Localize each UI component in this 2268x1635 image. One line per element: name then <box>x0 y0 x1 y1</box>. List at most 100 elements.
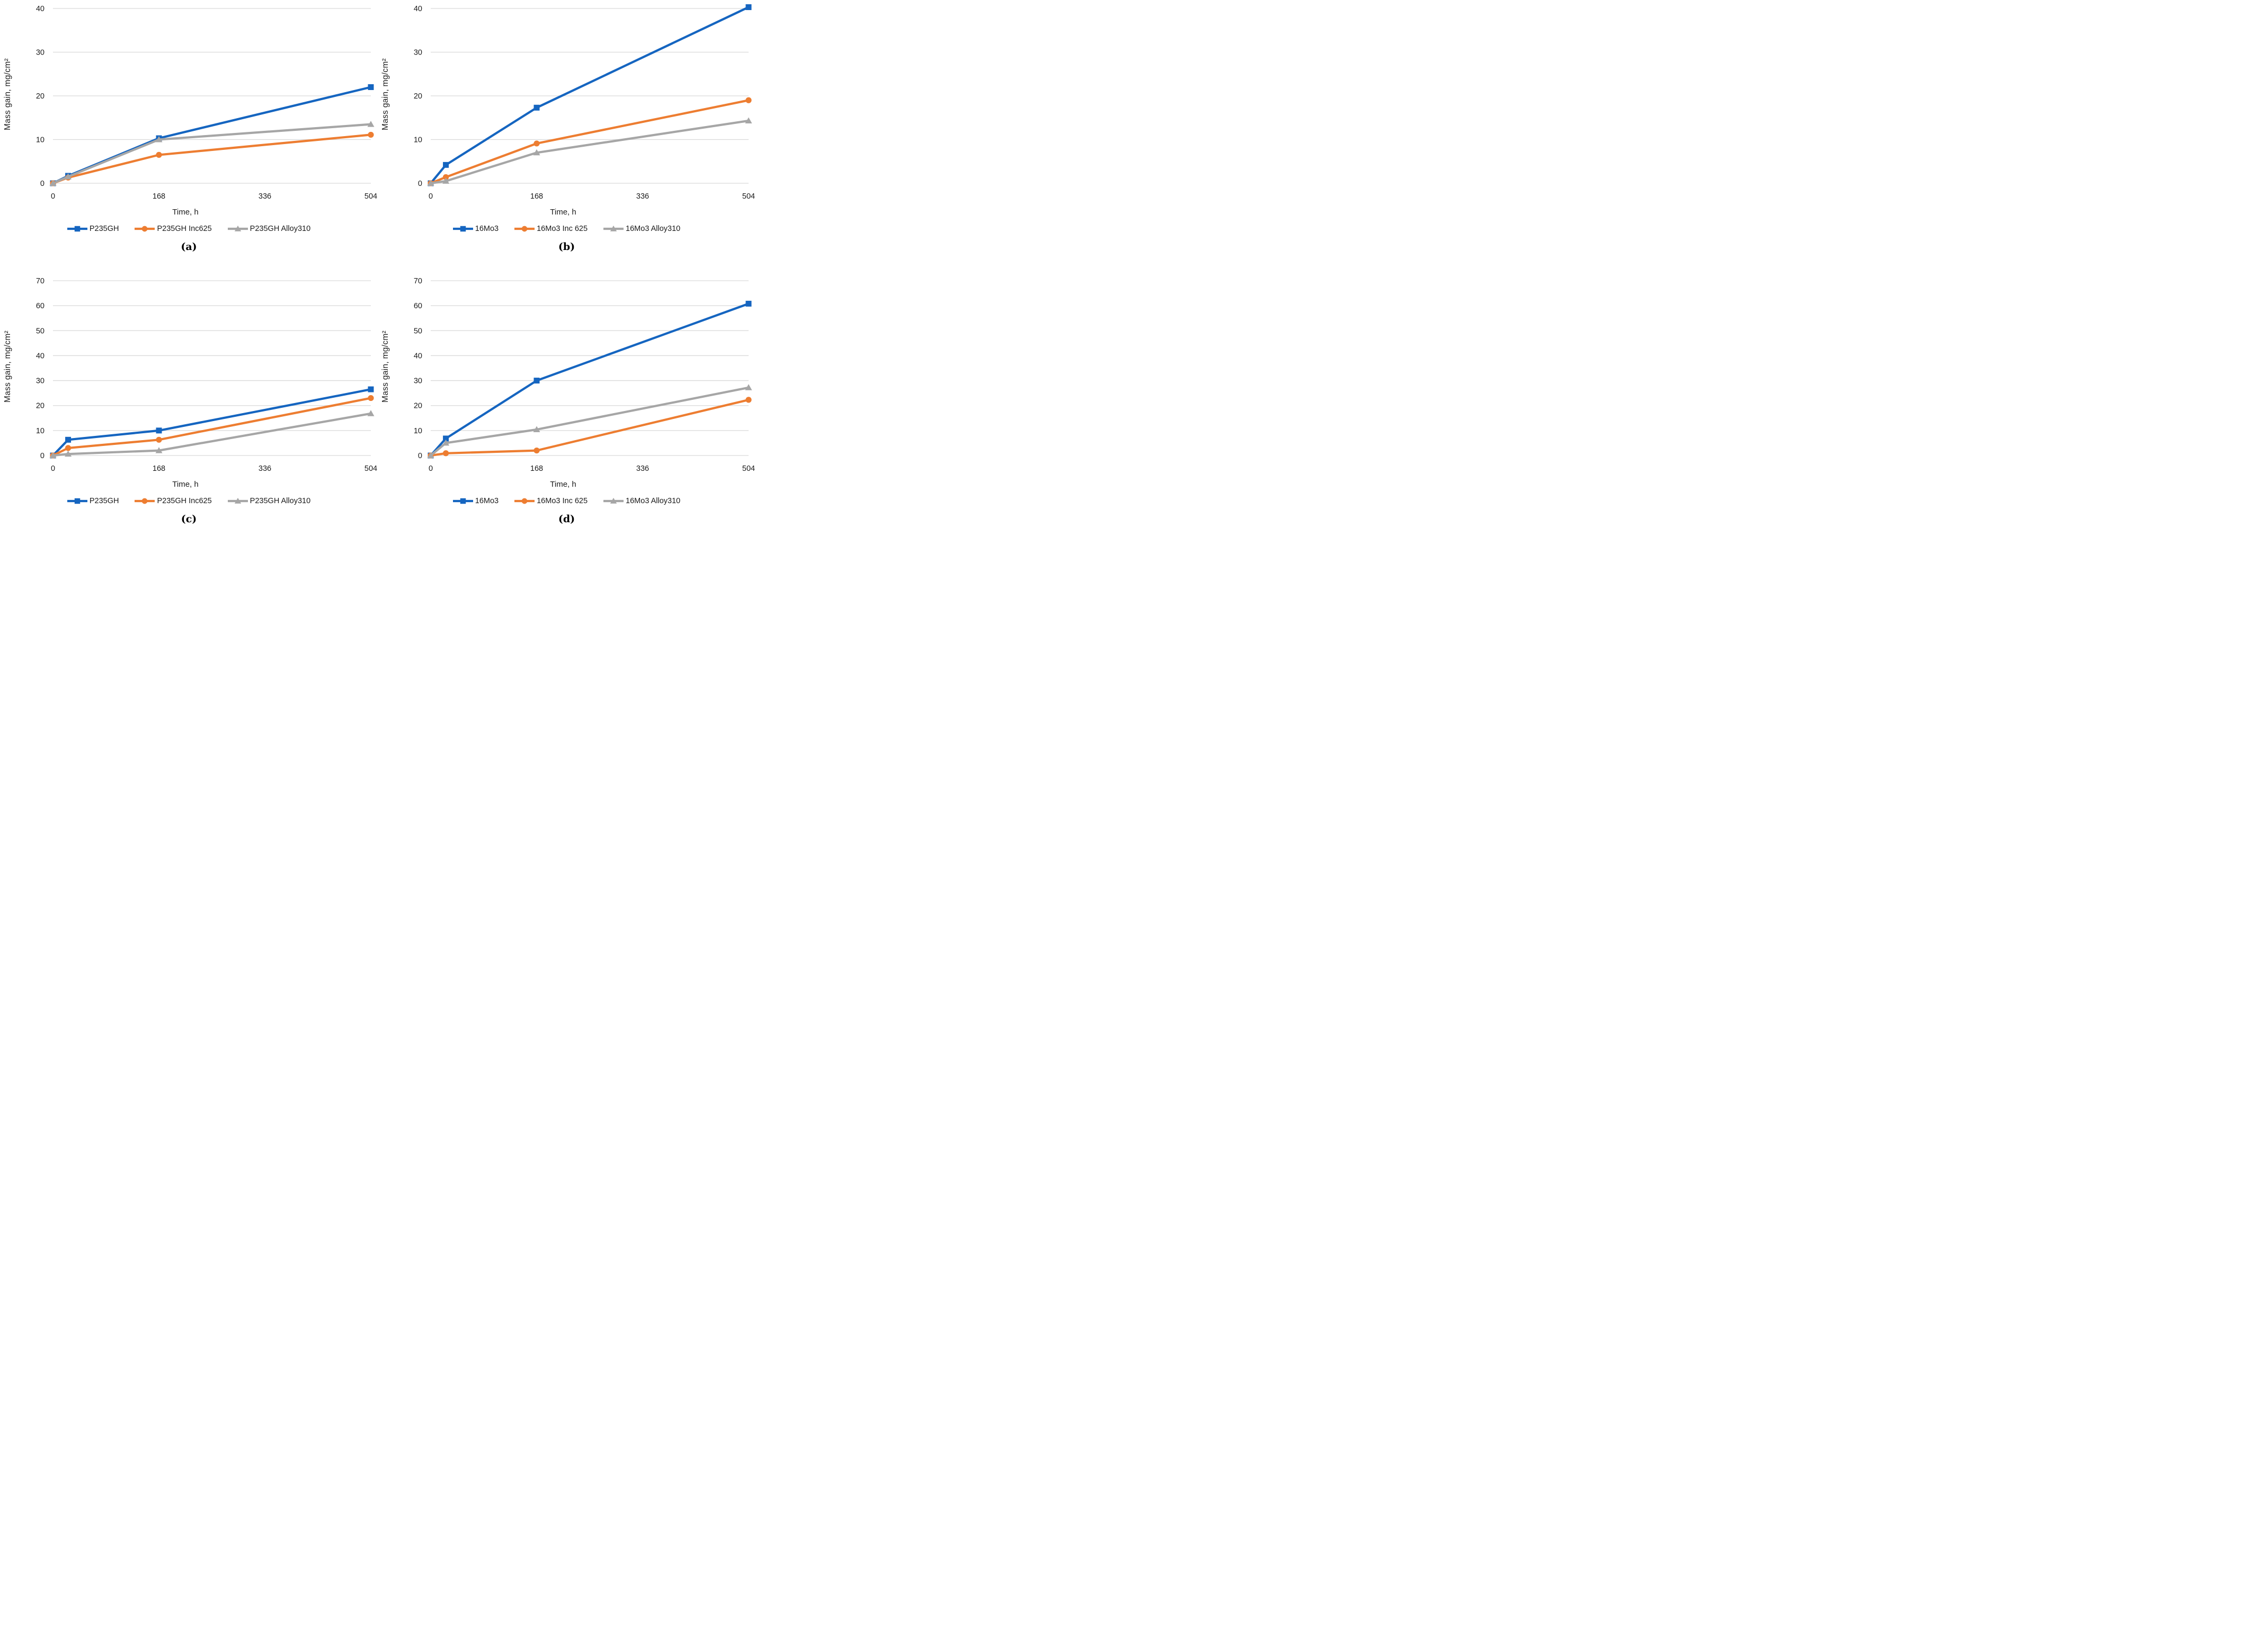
panel-caption: (b) <box>378 241 755 253</box>
svg-text:20: 20 <box>36 92 45 101</box>
legend-marker-circle-icon <box>514 226 535 232</box>
line-plot-c: 0 10 20 30 40 50 60 70 0 168 336 504 <box>36 277 377 473</box>
y-axis-label: Mass gain, mg/cm² <box>381 330 390 403</box>
chart-area-b: Mass gain, mg/cm² 0 10 20 30 40 0 168 336 504 <box>378 0 755 208</box>
caption-letter: (d) <box>558 513 575 525</box>
legend-item: P235GH <box>67 497 119 505</box>
x-axis-label: Time, h <box>550 208 576 217</box>
chart-area-c: Mass gain, mg/cm² 0 10 20 30 40 50 60 70 0 168 336… <box>0 272 378 480</box>
legend-label: 16Mo3 Alloy310 <box>626 225 681 233</box>
legend-label: 16Mo3 Inc 625 <box>537 497 588 505</box>
y-axis-label: Mass gain, mg/cm² <box>3 330 12 403</box>
legend-item: P235GH Alloy310 <box>227 497 311 505</box>
legend-marker-square-icon <box>452 498 473 504</box>
line-plot-b: 0 10 20 30 40 0 168 336 504 <box>414 4 755 201</box>
legend-marker-square-icon <box>67 226 87 232</box>
svg-text:336: 336 <box>636 464 649 473</box>
legend-label: 16Mo3 Inc 625 <box>537 225 588 233</box>
legend-item: 16Mo3 <box>452 225 499 233</box>
svg-text:40: 40 <box>36 352 45 360</box>
svg-text:504: 504 <box>742 192 755 201</box>
svg-text:0: 0 <box>429 464 433 473</box>
svg-text:0: 0 <box>51 192 55 201</box>
svg-text:40: 40 <box>414 5 422 13</box>
legend-marker-circle-icon <box>135 226 155 232</box>
svg-text:20: 20 <box>414 92 422 101</box>
svg-text:10: 10 <box>36 136 45 145</box>
legend-label: 16Mo3 Alloy310 <box>626 497 681 505</box>
y-axis-label: Mass gain, mg/cm² <box>3 58 12 131</box>
chart-area-d: Mass gain, mg/cm² 0 10 20 30 40 50 60 70 0 168 336… <box>378 272 755 480</box>
svg-text:40: 40 <box>414 352 422 360</box>
legend-item: 16Mo3 <box>452 497 499 505</box>
legend-label: P235GH Inc625 <box>157 497 212 505</box>
y-axis-label: Mass gain, mg/cm² <box>381 58 390 131</box>
legend-item: 16Mo3 Alloy310 <box>603 497 680 505</box>
legend-label: P235GH Alloy310 <box>250 497 311 505</box>
chart-area-a: Mass gain, mg/cm² 0 10 20 30 40 0 168 336 504 <box>0 0 378 208</box>
svg-text:10: 10 <box>414 136 422 145</box>
svg-text:20: 20 <box>36 402 45 410</box>
legend-item: P235GH Inc625 <box>135 497 212 505</box>
panel-caption: (d) <box>378 513 755 525</box>
svg-text:336: 336 <box>636 192 649 201</box>
panel-caption: (c) <box>0 513 378 525</box>
legend-b: 16Mo3 16Mo3 Inc 625 16Mo3 Alloy310 <box>378 225 755 233</box>
legend-marker-circle-icon <box>514 498 535 504</box>
line-plot-d: 0 10 20 30 40 50 60 70 0 168 336 504 <box>414 277 755 473</box>
legend-d: 16Mo3 16Mo3 Inc 625 16Mo3 Alloy310 <box>378 497 755 505</box>
caption-letter: (c) <box>181 513 197 525</box>
svg-text:40: 40 <box>36 5 45 13</box>
svg-text:60: 60 <box>414 302 422 310</box>
svg-text:336: 336 <box>259 192 271 201</box>
legend-label: P235GH <box>89 497 119 505</box>
svg-text:168: 168 <box>530 464 543 473</box>
legend-marker-triangle-icon <box>603 225 624 231</box>
svg-text:30: 30 <box>36 377 45 386</box>
chart-panel-d: Mass gain, mg/cm² 0 10 20 30 40 50 60 70 0 168 336… <box>378 272 755 544</box>
legend-item: P235GH Inc625 <box>135 225 212 233</box>
legend-label: 16Mo3 <box>475 225 499 233</box>
x-axis-label: Time, h <box>172 480 199 489</box>
svg-text:60: 60 <box>36 302 45 310</box>
line-plot-a: 0 10 20 30 40 0 168 336 504 <box>36 5 377 201</box>
svg-text:0: 0 <box>418 452 422 460</box>
svg-text:504: 504 <box>742 464 755 473</box>
legend-c: P235GH P235GH Inc625 P235GH Alloy310 <box>0 497 378 505</box>
svg-text:50: 50 <box>414 327 422 335</box>
svg-text:168: 168 <box>153 464 165 473</box>
legend-marker-triangle-icon <box>227 225 248 231</box>
panel-caption: (a) <box>0 241 378 253</box>
svg-text:0: 0 <box>51 464 55 473</box>
svg-text:168: 168 <box>153 192 165 201</box>
legend-label: P235GH <box>89 225 119 233</box>
svg-text:504: 504 <box>364 192 377 201</box>
legend-label: P235GH Inc625 <box>157 225 212 233</box>
legend-label: P235GH Alloy310 <box>250 225 311 233</box>
legend-item: P235GH Alloy310 <box>227 225 311 233</box>
svg-text:70: 70 <box>414 277 422 285</box>
svg-text:10: 10 <box>36 427 45 435</box>
svg-text:30: 30 <box>414 377 422 386</box>
svg-text:504: 504 <box>364 464 377 473</box>
svg-text:0: 0 <box>418 180 422 188</box>
caption-letter: (a) <box>181 241 197 253</box>
legend-label: 16Mo3 <box>475 497 499 505</box>
caption-letter: (b) <box>558 241 575 253</box>
legend-marker-circle-icon <box>135 498 155 504</box>
legend-item: P235GH <box>67 225 119 233</box>
svg-text:336: 336 <box>259 464 271 473</box>
legend-item: 16Mo3 Inc 625 <box>514 225 588 233</box>
legend-marker-triangle-icon <box>603 497 624 504</box>
chart-panel-a: Mass gain, mg/cm² 0 10 20 30 40 0 168 336 504 Ti… <box>0 0 378 272</box>
figure-grid: Mass gain, mg/cm² 0 10 20 30 40 0 168 336 504 Ti… <box>0 0 756 545</box>
svg-text:20: 20 <box>414 402 422 410</box>
svg-text:0: 0 <box>40 180 45 188</box>
legend-marker-square-icon <box>452 226 473 232</box>
chart-panel-b: Mass gain, mg/cm² 0 10 20 30 40 0 168 336 504 Ti… <box>378 0 755 272</box>
svg-text:168: 168 <box>530 192 543 201</box>
svg-text:30: 30 <box>414 49 422 57</box>
svg-text:70: 70 <box>36 277 45 285</box>
svg-text:0: 0 <box>40 452 45 460</box>
svg-text:0: 0 <box>429 192 433 201</box>
